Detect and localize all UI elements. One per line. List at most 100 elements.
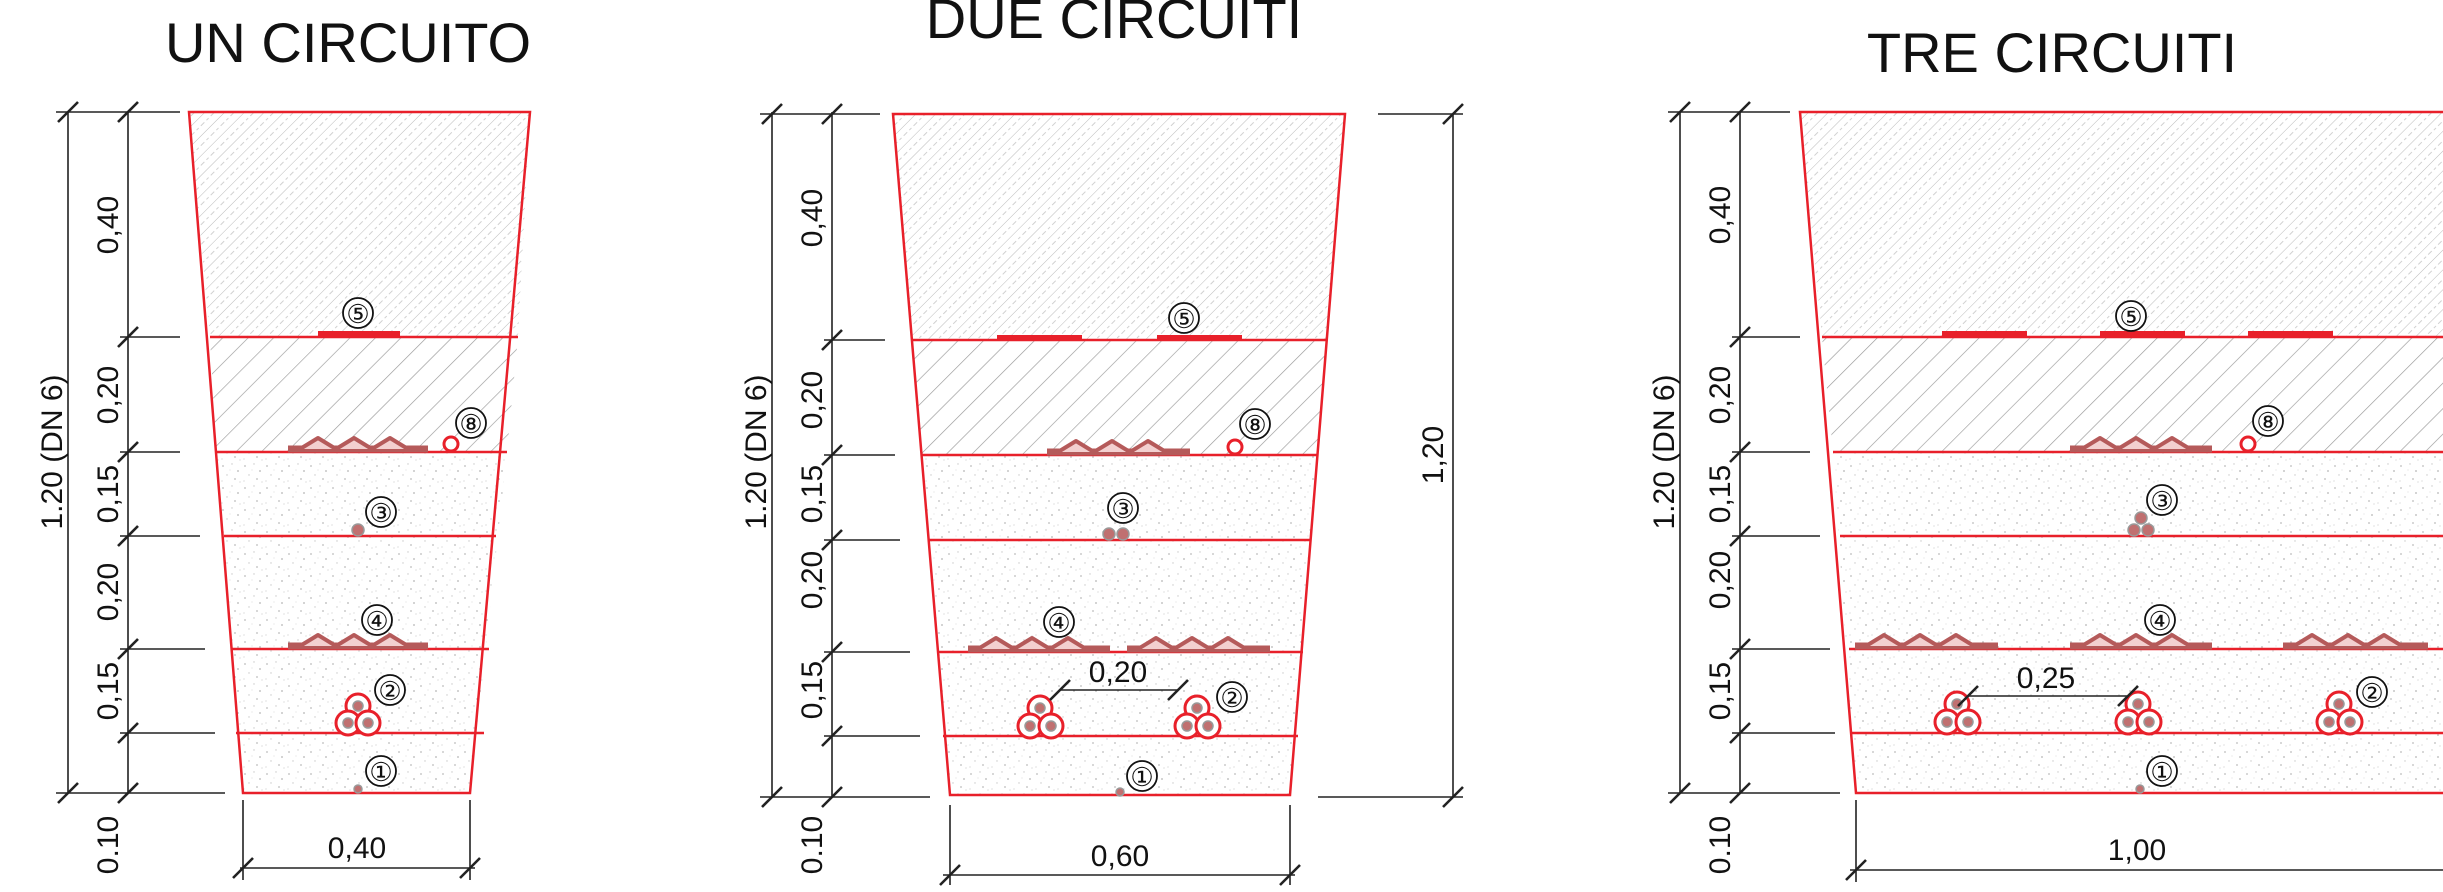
protection-slab — [968, 636, 1110, 653]
marker-label: ② — [2360, 678, 2383, 708]
layer-depth-label: 0,40 — [1704, 186, 1737, 244]
callout-circle — [2115, 300, 2147, 332]
earth-wire — [1115, 787, 1125, 797]
right-depth-label: 1,20 — [1417, 426, 1450, 484]
marker-label: ③ — [369, 498, 392, 528]
callout-circle — [2144, 604, 2176, 636]
marker-label: ② — [378, 676, 401, 706]
layer-depth-label: 0,20 — [92, 366, 125, 424]
callout-circle — [2146, 484, 2178, 516]
marker-label: ② — [1220, 683, 1243, 713]
layer-depth-label: 0,15 — [1704, 465, 1737, 523]
telecom-cable — [351, 523, 365, 537]
earth-conductor — [1226, 438, 1244, 456]
marker-label: ⑧ — [459, 409, 482, 439]
total-depth-label: 1.20 (DN 6) — [740, 374, 773, 529]
layer-depth-label: 0,40 — [92, 196, 125, 254]
selected-fill-layer — [210, 337, 518, 452]
layer-depth-label: 0.10 — [1704, 816, 1737, 874]
protection-slab — [288, 633, 428, 650]
layer-depth-label: 0,20 — [92, 563, 125, 621]
callout-circle — [2252, 405, 2284, 437]
layer-depth-label: 0,20 — [796, 371, 829, 429]
sand-layer — [1833, 452, 2443, 793]
protection-slab — [288, 436, 428, 453]
section-title: TRE CIRCUITI — [1867, 21, 2237, 84]
total-depth-label: 1.20 (DN 6) — [1648, 374, 1681, 529]
trench-outline — [891, 112, 1347, 797]
cable-trefoil — [1933, 690, 1982, 736]
earth-wire — [353, 784, 363, 794]
protection-slab — [1127, 636, 1270, 653]
spacing-label: 0,25 — [2017, 662, 2075, 695]
trench-outline — [187, 110, 532, 795]
callout-circle — [342, 297, 374, 329]
protection-slab — [2070, 633, 2212, 650]
layer-depth-label: 0.10 — [796, 816, 829, 874]
callout-circle — [455, 407, 487, 439]
width-label: 1,00 — [2108, 834, 2166, 867]
telecom-cables — [1102, 527, 1130, 541]
earth-conductor — [2239, 435, 2257, 453]
protection-slab — [1047, 439, 1190, 456]
callout-circle — [2146, 755, 2178, 787]
protection-slab — [2283, 633, 2428, 650]
layer-depth-label: 0,20 — [796, 551, 829, 609]
trench-outline — [1798, 110, 2443, 795]
protection-slab — [2070, 436, 2212, 453]
marker-label: ⑧ — [1243, 410, 1266, 440]
callout-circle — [2356, 676, 2388, 708]
cable-trefoil — [2315, 690, 2364, 736]
cable-trefoil — [1016, 694, 1065, 740]
selected-fill-layer — [911, 340, 1327, 455]
callout-circle — [365, 755, 397, 787]
layer-depth-label: 0,40 — [796, 189, 829, 247]
marker-label: ④ — [1047, 608, 1070, 638]
layer-depth-label: 0,15 — [1704, 662, 1737, 720]
backfill-layer — [189, 112, 530, 337]
marker-label: ① — [2150, 757, 2173, 787]
telecom-cables — [2127, 511, 2155, 537]
callout-circle — [365, 496, 397, 528]
cable-trefoil — [1173, 694, 1222, 740]
section-tre-circuiti: TRE CIRCUITI 1.20 (DN 6) 0,40 0,20 0,15 … — [1648, 21, 2443, 882]
width-label: 0,60 — [1091, 840, 1149, 873]
layer-depth-label: 0.10 — [92, 816, 125, 874]
layer-depth-label: 0,15 — [796, 465, 829, 523]
layer-depth-label: 0,20 — [1704, 366, 1737, 424]
marker-label: ③ — [2150, 486, 2173, 516]
callout-circle — [1216, 681, 1248, 713]
callout-circle — [1043, 606, 1075, 638]
marker-label: ① — [369, 757, 392, 787]
earth-wire — [2135, 784, 2145, 794]
marker-label: ① — [1130, 762, 1153, 792]
marker-label: ③ — [1111, 494, 1134, 524]
callout-circle — [1107, 492, 1139, 524]
section-un-circuito: UN CIRCUITO 1.20 (DN 6) 0,40 0,20 0,15 — [36, 11, 532, 880]
total-depth-label: 1.20 (DN 6) — [36, 374, 69, 529]
cable-trefoil — [2114, 690, 2163, 736]
callout-circle — [1239, 408, 1271, 440]
callout-circle — [1126, 760, 1158, 792]
protection-slab — [1855, 633, 1998, 650]
callout-circle — [361, 604, 393, 636]
layer-depth-label: 0,15 — [92, 662, 125, 720]
width-label: 0,40 — [328, 832, 386, 865]
section-title: DUE CIRCUITI — [926, 0, 1302, 50]
callout-circle — [1168, 302, 1200, 334]
marker-label: ⑧ — [2256, 407, 2279, 437]
marker-label: ⑤ — [2119, 302, 2142, 332]
layer-depth-label: 0,15 — [796, 661, 829, 719]
marker-label: ④ — [2148, 606, 2171, 636]
backfill-layer — [1800, 112, 2443, 337]
cable-trefoil — [334, 692, 382, 737]
callout-circle — [374, 674, 406, 706]
marker-label: ⑤ — [1172, 304, 1195, 334]
earth-conductor — [442, 435, 460, 453]
section-title: UN CIRCUITO — [165, 11, 531, 74]
selected-fill-layer — [1822, 337, 2443, 452]
layer-depth-label: 0,20 — [1704, 551, 1737, 609]
marker-label: ④ — [365, 606, 388, 636]
backfill-layer — [893, 114, 1345, 340]
